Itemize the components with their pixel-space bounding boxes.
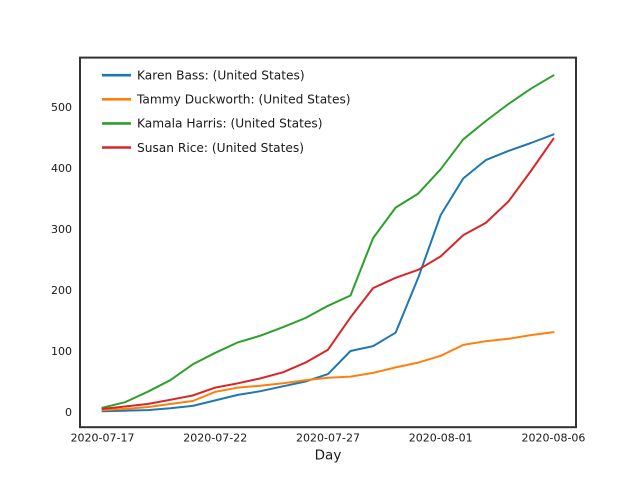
axes-frame <box>79 56 577 429</box>
x-tick-label: 2020-07-17 <box>71 432 135 445</box>
legend: Karen Bass: (United States) Tammy Duckwor… <box>102 69 351 155</box>
y-tick-label: 100 <box>51 345 72 358</box>
x-tick-label: 2020-08-01 <box>409 432 473 445</box>
series-line-2 <box>101 74 555 409</box>
y-tick-label: 200 <box>51 284 72 297</box>
legend-label-0: Karen Bass: (United States) <box>137 69 305 83</box>
x-tick-label: 2020-08-06 <box>521 432 585 445</box>
x-tick-label: 2020-07-27 <box>296 432 360 445</box>
y-tick-label: 0 <box>65 406 72 419</box>
x-axis-label: Day <box>315 448 342 464</box>
y-tick-label: 400 <box>51 162 72 175</box>
legend-label-2: Kamala Harris: (United States) <box>137 117 323 131</box>
legend-label-1: Tammy Duckworth: (United States) <box>136 93 351 107</box>
series-line-1 <box>101 331 555 412</box>
series-line-0 <box>101 133 555 413</box>
series-line-3 <box>101 137 555 410</box>
x-tick-label: 2020-07-22 <box>183 432 247 445</box>
legend-label-3: Susan Rice: (United States) <box>137 141 304 155</box>
y-tick-label: 300 <box>51 223 72 236</box>
y-tick-label: 500 <box>51 101 72 114</box>
